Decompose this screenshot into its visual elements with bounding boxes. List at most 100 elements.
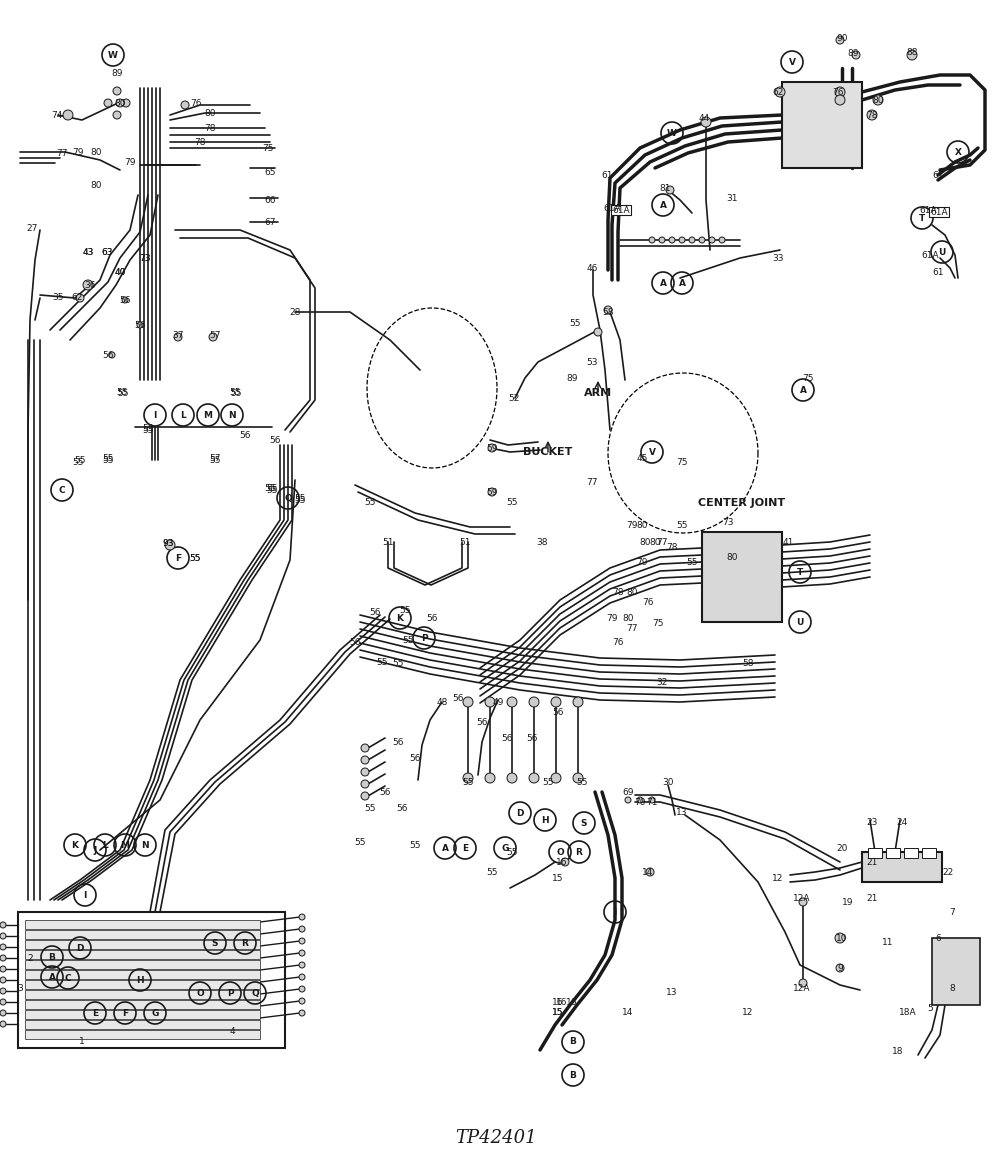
Text: L: L <box>180 411 186 419</box>
Circle shape <box>488 443 496 452</box>
Text: 73: 73 <box>722 517 734 526</box>
Text: 56: 56 <box>452 693 464 703</box>
Text: 55: 55 <box>294 494 306 503</box>
Text: 75: 75 <box>676 457 688 467</box>
Text: 79: 79 <box>124 158 136 167</box>
Text: 35: 35 <box>53 293 64 301</box>
Text: 93: 93 <box>162 538 174 547</box>
Text: 16: 16 <box>556 858 568 867</box>
Text: 55: 55 <box>576 777 588 787</box>
Text: 56: 56 <box>369 608 380 616</box>
Text: 40: 40 <box>114 267 126 277</box>
Text: 55: 55 <box>266 485 278 495</box>
Circle shape <box>299 962 305 967</box>
Text: 80: 80 <box>872 96 884 105</box>
Text: 28: 28 <box>289 307 301 316</box>
Circle shape <box>0 1021 6 1027</box>
Text: 75: 75 <box>652 619 663 628</box>
Circle shape <box>679 237 685 243</box>
Text: B: B <box>570 1037 577 1047</box>
Text: A: A <box>659 201 666 210</box>
Text: 43: 43 <box>82 247 93 257</box>
Text: 80: 80 <box>649 538 660 546</box>
Circle shape <box>666 186 674 194</box>
Text: 55: 55 <box>72 457 83 467</box>
Text: 58: 58 <box>602 307 614 316</box>
Text: 66: 66 <box>264 196 276 204</box>
Text: 6: 6 <box>935 934 941 943</box>
Text: 76: 76 <box>191 98 202 107</box>
Text: 55: 55 <box>210 455 220 464</box>
Text: J: J <box>614 908 617 916</box>
Text: F: F <box>122 1008 128 1018</box>
Circle shape <box>0 955 6 960</box>
Circle shape <box>299 938 305 944</box>
Text: 58: 58 <box>742 658 754 668</box>
Text: 56: 56 <box>526 734 538 742</box>
Circle shape <box>63 110 73 120</box>
Circle shape <box>137 322 143 328</box>
Circle shape <box>0 932 6 939</box>
Text: 80: 80 <box>726 552 738 561</box>
Text: 55: 55 <box>506 497 517 506</box>
Text: 55: 55 <box>686 558 698 566</box>
Text: 31: 31 <box>726 194 738 203</box>
Text: 55: 55 <box>294 496 306 504</box>
Circle shape <box>113 111 121 119</box>
Circle shape <box>174 333 182 341</box>
Circle shape <box>852 51 860 60</box>
Text: 80: 80 <box>205 109 215 118</box>
Circle shape <box>165 540 175 550</box>
Text: 90: 90 <box>836 34 848 42</box>
Circle shape <box>113 88 121 95</box>
Circle shape <box>594 328 602 336</box>
Text: 80: 80 <box>114 98 126 107</box>
Text: T: T <box>796 567 803 576</box>
Text: 75: 75 <box>802 373 813 383</box>
Circle shape <box>835 95 845 105</box>
Text: 77: 77 <box>586 477 598 487</box>
Circle shape <box>299 925 305 932</box>
Text: 15: 15 <box>552 1007 564 1016</box>
Circle shape <box>83 280 93 291</box>
Circle shape <box>485 697 495 707</box>
Text: 89: 89 <box>566 373 578 383</box>
Text: 78: 78 <box>205 124 215 133</box>
Text: 63: 63 <box>101 247 113 257</box>
Text: 76: 76 <box>642 598 653 607</box>
Text: P: P <box>226 988 233 998</box>
Circle shape <box>573 773 583 783</box>
Circle shape <box>507 773 517 783</box>
Bar <box>862 852 942 882</box>
Text: 61A: 61A <box>922 251 938 259</box>
Text: 38: 38 <box>536 538 548 546</box>
Circle shape <box>836 36 844 44</box>
Circle shape <box>181 102 189 109</box>
Text: V: V <box>788 57 795 67</box>
Circle shape <box>485 773 495 783</box>
Text: 63: 63 <box>101 247 113 257</box>
Text: 89: 89 <box>111 69 123 77</box>
Text: 14: 14 <box>623 1007 634 1016</box>
Text: 55: 55 <box>117 389 129 398</box>
Text: 55: 55 <box>102 455 114 464</box>
Text: 51: 51 <box>382 538 394 546</box>
Text: 55: 55 <box>102 454 114 462</box>
Text: 55: 55 <box>74 455 85 464</box>
Text: C: C <box>59 485 66 495</box>
Text: K: K <box>71 840 78 850</box>
Text: 56: 56 <box>379 788 391 797</box>
Text: 81: 81 <box>659 183 670 193</box>
Text: A: A <box>659 279 666 287</box>
Text: X: X <box>954 147 961 156</box>
Text: 12A: 12A <box>793 984 810 992</box>
Text: 18A: 18A <box>900 1007 917 1016</box>
Text: G: G <box>151 1008 159 1018</box>
Circle shape <box>649 237 655 243</box>
Bar <box>702 532 782 622</box>
Circle shape <box>573 697 583 707</box>
Text: 4: 4 <box>229 1027 234 1036</box>
Text: R: R <box>241 938 248 948</box>
Text: BUCKET: BUCKET <box>523 447 573 457</box>
Text: I: I <box>83 890 86 900</box>
